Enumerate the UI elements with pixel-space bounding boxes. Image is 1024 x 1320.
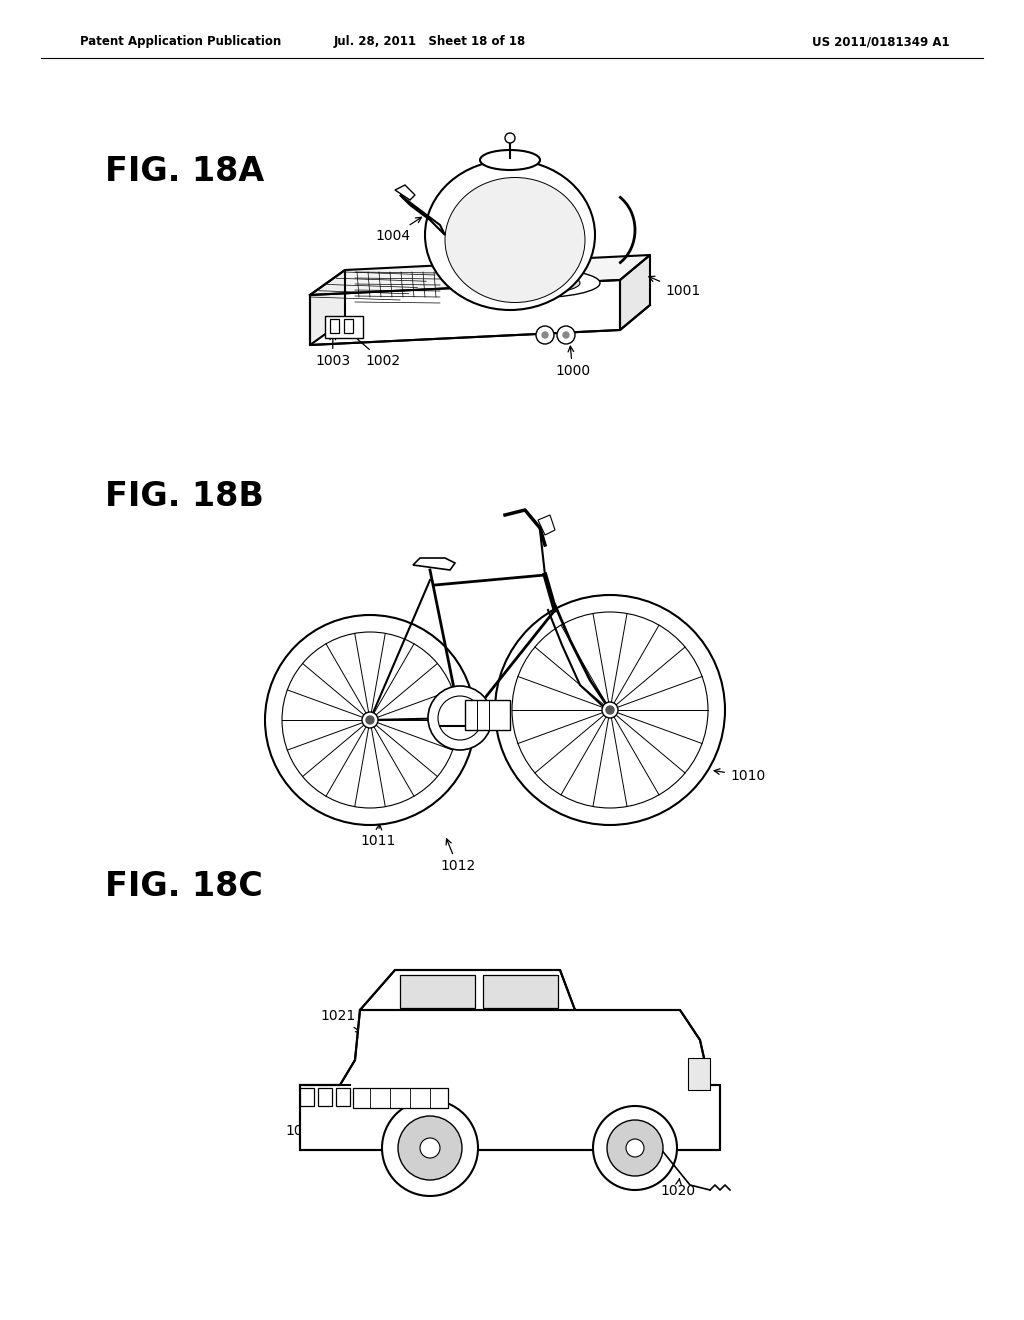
Text: 1010: 1010 [714,768,765,783]
Circle shape [382,1100,478,1196]
Polygon shape [310,255,650,294]
Text: 1000: 1000 [555,346,590,378]
Circle shape [557,326,575,345]
FancyBboxPatch shape [336,1088,350,1106]
Text: 1023: 1023 [383,1111,420,1138]
Polygon shape [310,271,345,345]
FancyBboxPatch shape [325,315,362,338]
Circle shape [398,1115,462,1180]
Circle shape [282,632,458,808]
Text: 1022: 1022 [285,1110,321,1138]
FancyBboxPatch shape [300,1088,314,1106]
Circle shape [606,706,614,714]
Text: Jul. 28, 2011   Sheet 18 of 18: Jul. 28, 2011 Sheet 18 of 18 [334,36,526,49]
Circle shape [428,686,492,750]
FancyBboxPatch shape [353,1088,449,1107]
Text: 1002: 1002 [350,333,400,368]
FancyBboxPatch shape [318,1088,332,1106]
Text: 1011: 1011 [360,824,395,847]
FancyBboxPatch shape [465,700,510,730]
Polygon shape [413,558,455,570]
Circle shape [512,612,708,808]
Polygon shape [310,280,620,345]
Circle shape [626,1139,644,1158]
Text: 1003: 1003 [315,334,350,368]
FancyBboxPatch shape [330,319,339,333]
Circle shape [265,615,475,825]
Circle shape [362,711,378,729]
Circle shape [536,326,554,345]
Ellipse shape [480,272,580,294]
Text: FIG. 18A: FIG. 18A [105,154,264,187]
Text: 1012: 1012 [440,840,475,873]
Polygon shape [300,990,720,1150]
Circle shape [593,1106,677,1191]
Circle shape [542,333,548,338]
FancyBboxPatch shape [344,319,353,333]
Text: Patent Application Publication: Patent Application Publication [80,36,282,49]
Ellipse shape [460,268,600,298]
Circle shape [420,1138,440,1158]
Polygon shape [400,975,475,1008]
Text: FIG. 18B: FIG. 18B [105,480,264,513]
Polygon shape [395,185,415,201]
Circle shape [602,702,618,718]
Text: 1021: 1021 [319,1008,361,1032]
FancyBboxPatch shape [688,1059,710,1090]
Ellipse shape [425,160,595,310]
Polygon shape [538,515,555,535]
Circle shape [505,133,515,143]
Ellipse shape [445,177,585,302]
Text: 1013: 1013 [420,659,467,705]
Circle shape [366,715,374,723]
Polygon shape [483,975,558,1008]
Circle shape [438,696,482,741]
Text: 1020: 1020 [660,1179,695,1199]
Text: 1001: 1001 [649,276,700,298]
Polygon shape [620,255,650,330]
Polygon shape [400,195,445,235]
Circle shape [563,333,569,338]
Circle shape [495,595,725,825]
Text: FIG. 18C: FIG. 18C [105,870,263,903]
Ellipse shape [480,150,540,170]
Circle shape [607,1119,663,1176]
Polygon shape [360,970,575,1010]
Text: US 2011/0181349 A1: US 2011/0181349 A1 [812,36,950,49]
Text: 1004: 1004 [375,218,422,243]
